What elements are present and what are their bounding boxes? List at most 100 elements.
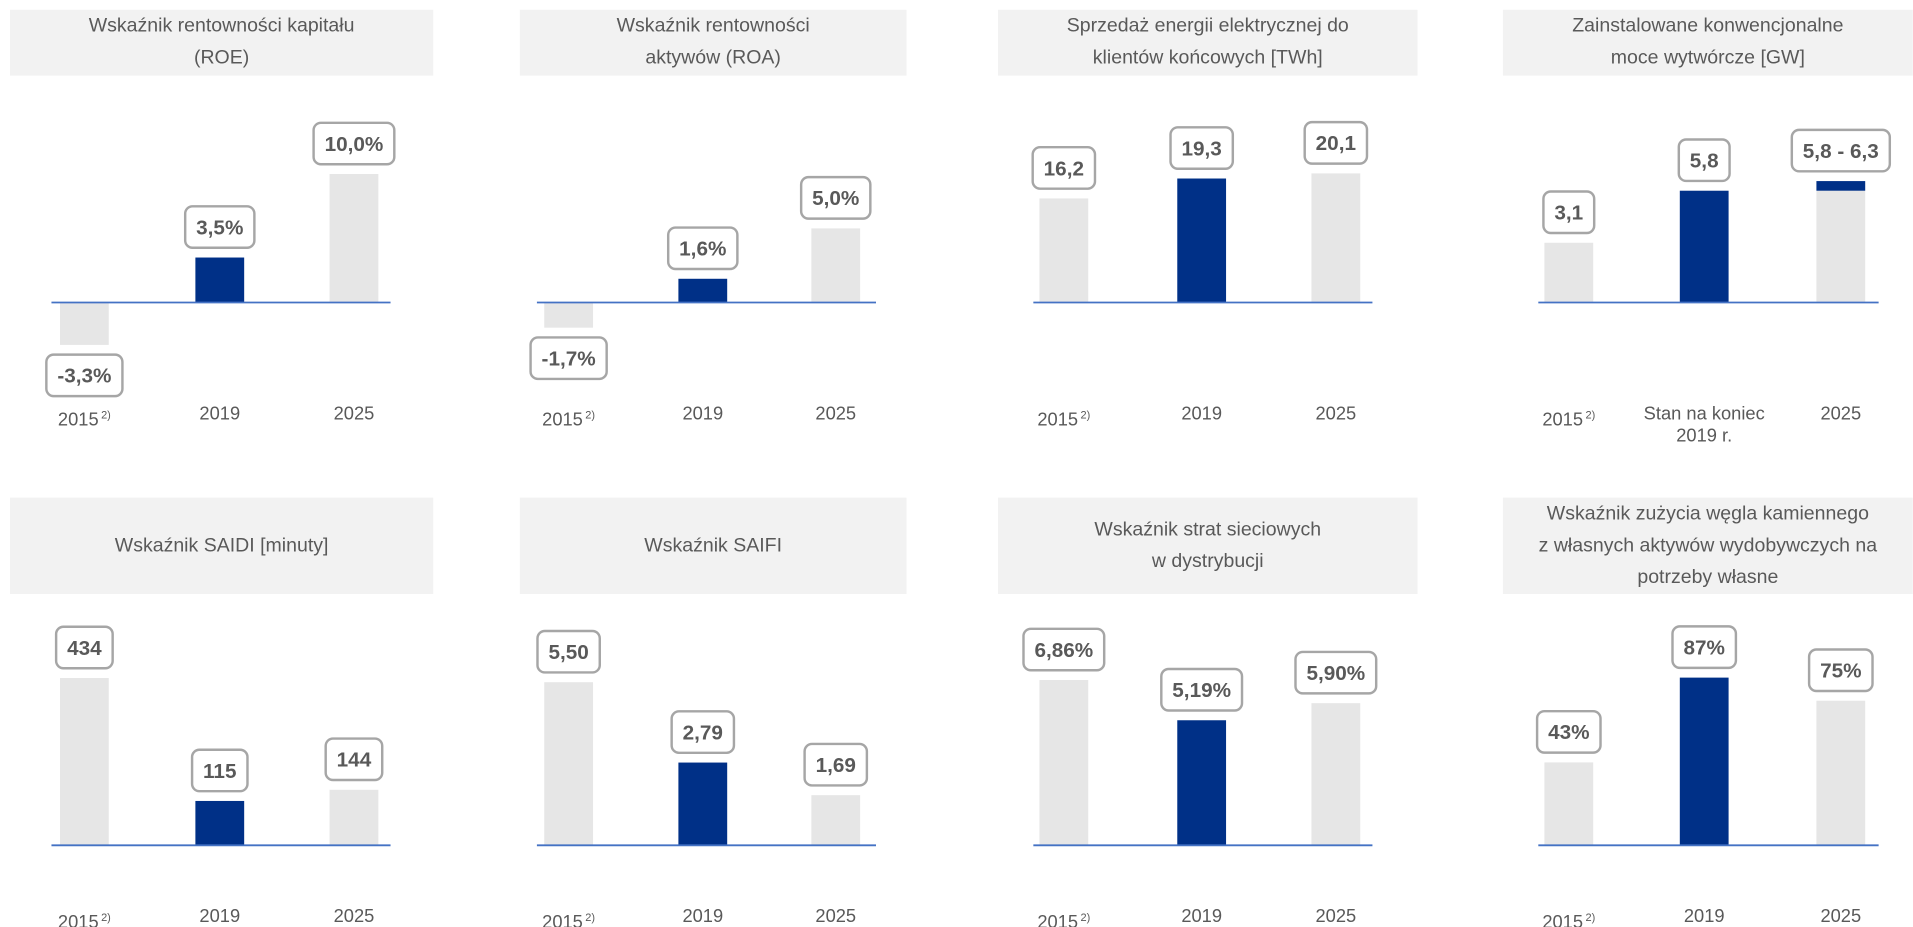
value-label-box	[1677, 138, 1731, 183]
value-label: 5,50	[548, 641, 588, 664]
x-tick: 2015 2)	[495, 906, 641, 927]
x-tick: 2025	[1768, 906, 1913, 927]
x-tick-box: Stan na koniec 2019 r.	[1631, 404, 1777, 448]
x-tick-box: 2025	[1768, 906, 1913, 927]
header-box: Wskaźnik SAIDI [minuty]	[114, 534, 329, 556]
panel-title: Wskaźnik SAIFI	[644, 534, 783, 556]
value-label-box	[536, 629, 601, 674]
x-tick-box: 2019	[630, 906, 776, 927]
header-box: Wskaźnik SAIFI	[644, 534, 783, 556]
x-tick-box: 2015 2)	[991, 906, 1137, 927]
bar	[678, 278, 728, 303]
x-tick-label: 2025	[815, 403, 857, 425]
value-label-box	[183, 205, 256, 249]
header-box: Sprzedaż energii elektrycznej do klientó…	[1067, 16, 1349, 68]
footnote-marker: 2)	[585, 408, 596, 421]
x-tick-label: 2019	[1683, 906, 1725, 927]
bar	[1177, 178, 1227, 303]
footnote-marker: 2)	[101, 408, 111, 421]
x-tick: 2025	[1263, 404, 1409, 426]
x-tick-label: 2015	[57, 912, 99, 927]
panel-title: Wskaźnik SAIDI [minuty]	[114, 534, 329, 556]
x-tick-label: 2015	[1542, 409, 1584, 431]
bar	[1311, 173, 1361, 303]
bar	[1544, 242, 1594, 303]
x-tick: 2019	[1128, 906, 1274, 927]
value-label-box	[54, 625, 114, 670]
x-tick-label: 2025	[1315, 906, 1357, 927]
value-label-box	[666, 226, 739, 271]
panel-title: Wskaźnik strat sieciowych w dystrybucji	[1094, 518, 1322, 572]
x-tick: 2015 2)	[1496, 404, 1642, 432]
x-tick-box: 2015 2)	[57, 911, 111, 927]
x-tick-label: 2019	[1181, 403, 1223, 425]
value-label-box	[324, 737, 384, 782]
x-tick-label: 2015	[542, 409, 583, 431]
x-tick-box: 2025	[815, 906, 856, 927]
value-label-box	[1160, 667, 1244, 712]
value-label-box	[1169, 126, 1235, 170]
value-label-box	[799, 175, 872, 220]
x-tick-box: 2015 2)	[1542, 911, 1595, 927]
bar	[59, 677, 109, 846]
x-tick-label: Stan na koniec 2019 r.	[1643, 403, 1765, 447]
x-tick: Stan na koniec 2019 r.	[1631, 404, 1777, 448]
x-tick-label: 2015	[542, 912, 583, 927]
x-tick: 2025	[281, 404, 427, 426]
value-label-box	[190, 748, 249, 793]
value-label: 75%	[1820, 660, 1861, 683]
x-tick: 2015 2)	[991, 906, 1137, 927]
value-label-box	[1303, 120, 1369, 165]
value-label-box	[1807, 648, 1874, 693]
value-label: 115	[203, 760, 236, 783]
footnote-marker: 2)	[1080, 911, 1091, 924]
x-tick-label: 2025	[1315, 403, 1357, 425]
value-label-box	[1022, 627, 1106, 672]
bar	[678, 762, 728, 846]
value-label: 5,90%	[1306, 662, 1365, 685]
x-tick: 2019	[630, 906, 776, 927]
bar	[1816, 190, 1866, 303]
bar	[544, 682, 594, 846]
value-label: 5,0%	[812, 187, 859, 210]
value-label-box	[1294, 650, 1378, 695]
value-label: 43%	[1548, 721, 1589, 744]
panel: Wskaźnik strat sieciowych w dystrybucji 6…	[991, 497, 1418, 927]
bar	[329, 174, 379, 303]
x-tick-box: 2019	[682, 404, 723, 425]
bar	[329, 789, 379, 846]
value-label: 1,6%	[679, 238, 726, 261]
range-bar	[1816, 181, 1866, 191]
value-label: 5,8	[1690, 150, 1719, 173]
panel: Zainstalowane konwencjonalne moce wytwór…	[1496, 9, 1913, 448]
x-tick-label: 2019	[199, 906, 241, 927]
footnote-marker: 2)	[1585, 408, 1596, 421]
panel-title: Wskaźnik zużycia węgla kamiennego z włas…	[1538, 503, 1878, 588]
bar	[1039, 198, 1089, 303]
panel-header	[997, 497, 1418, 595]
value-label-box	[670, 710, 736, 755]
x-tick-label: 2019	[682, 906, 724, 927]
value-label: 19,3	[1182, 137, 1222, 160]
panel-header	[9, 9, 434, 76]
x-tick-box: 2019	[1128, 906, 1274, 927]
header-box: Wskaźnik rentowności kapitału (ROE)	[89, 16, 355, 68]
value-label-box	[529, 336, 608, 381]
panel: Wskaźnik SAIFI 5,50 2015 2) 2,79 2019 1,69 2025	[495, 497, 907, 927]
header-box: Wskaźnik zużycia węgla kamiennego z włas…	[1538, 503, 1878, 588]
value-label: 10,0%	[325, 133, 384, 156]
bar	[59, 302, 109, 345]
x-tick-box: 2015 2)	[495, 906, 641, 927]
value-label: -1,7%	[542, 348, 596, 371]
panel: Wskaźnik rentowności kapitału (ROE) -3,3%…	[9, 9, 434, 431]
panel: Wskaźnik zużycia węgla kamiennego z włas…	[1502, 497, 1913, 927]
x-tick: 2025	[1768, 404, 1913, 426]
value-label-box	[1535, 709, 1602, 754]
bar	[195, 800, 245, 846]
bar	[544, 302, 594, 328]
value-label: 144	[337, 749, 372, 772]
x-tick-box: 2025	[281, 404, 427, 426]
bar	[1311, 703, 1361, 846]
